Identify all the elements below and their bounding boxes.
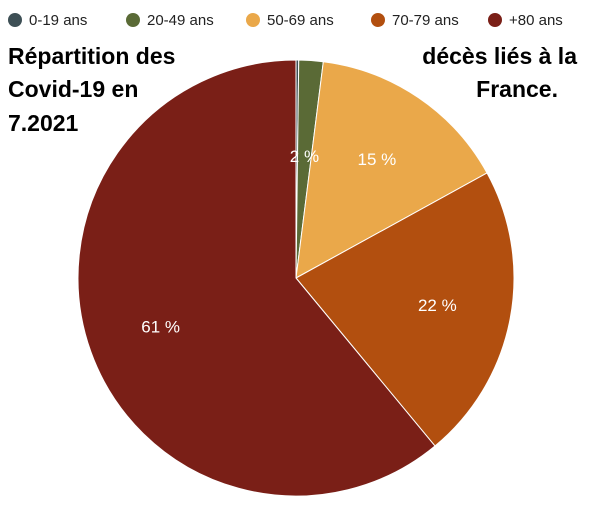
pie-slice-5 <box>77 59 436 497</box>
chart-title: Répartition des Covid-19 en 7.2021 décès… <box>8 43 577 136</box>
slice-label-4: 22 % <box>418 296 457 315</box>
slice-label-5: 61 % <box>141 318 180 337</box>
title-line-3: 7.2021 <box>8 110 79 136</box>
legend-label-1: 0-19 ans <box>29 12 87 29</box>
pie-slice-3 <box>295 61 488 279</box>
legend-label-5: +80 ans <box>509 12 563 29</box>
legend-swatch-1 <box>8 13 22 27</box>
slice-label-2: 2 % <box>290 147 319 166</box>
pie-slice-4 <box>295 172 515 447</box>
legend-swatch-4 <box>371 13 385 27</box>
legend-swatch-3 <box>246 13 260 27</box>
legend-label-2: 20-49 ans <box>147 12 214 29</box>
title-line-1: Répartition des <box>8 43 175 69</box>
title-line-4: décès liés à la <box>422 43 577 69</box>
pie-slices <box>77 59 515 497</box>
legend-label-4: 70-79 ans <box>392 12 459 29</box>
title-line-5: France. <box>476 76 558 102</box>
title-line-2: Covid-19 en <box>8 76 138 102</box>
pie-slice-labels: 2 % 15 % 22 % 61 % <box>141 147 456 337</box>
legend-swatch-5 <box>488 13 502 27</box>
chart-legend: 0-19 ans 20-49 ans 50-69 ans 70-79 ans +80 a… <box>8 12 563 29</box>
legend-swatch-2 <box>126 13 140 27</box>
slice-label-3: 15 % <box>357 150 396 169</box>
legend-label-3: 50-69 ans <box>267 12 334 29</box>
